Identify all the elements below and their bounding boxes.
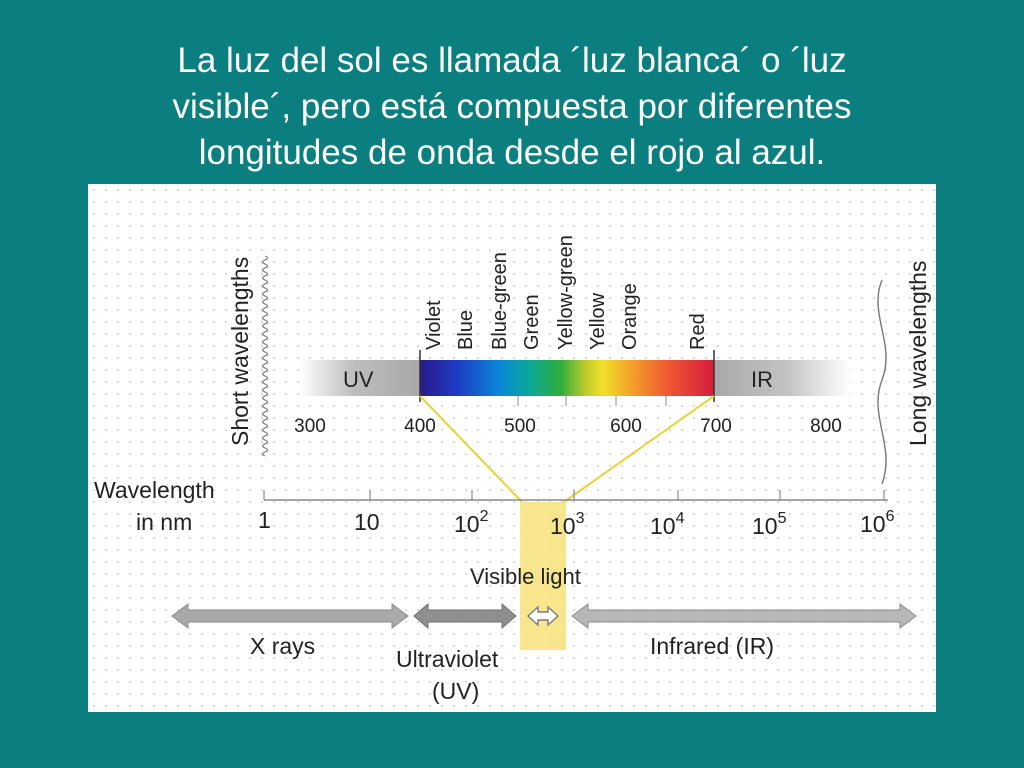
- title-line-2: visible´, pero está compuesta por difere…: [172, 87, 852, 126]
- tick-300: 300: [294, 416, 326, 437]
- long-wavelengths-label: Long wavelengths: [905, 261, 931, 446]
- axis-ticks: [263, 490, 885, 500]
- tick-500: 500: [504, 416, 536, 437]
- visible-spectrum-band: [420, 360, 714, 396]
- uv-arrow: [413, 602, 517, 630]
- color-label-yellow-green: Yellow-green: [555, 235, 577, 350]
- long-wave-squiggle: [877, 279, 887, 485]
- visible-scale-labels: 300 400 500 600 700 800: [294, 416, 842, 437]
- tick-800: 800: [810, 416, 842, 437]
- spectrum-diagram: Short wavelengths Long wavelengths Viole…: [94, 235, 931, 704]
- spectrum-figure: Short wavelengths Long wavelengths Viole…: [88, 184, 936, 712]
- ir-arrow: [571, 603, 917, 629]
- log-tick-10-5: 105: [752, 510, 787, 539]
- visible-light-column: [520, 502, 566, 650]
- color-label-blue-green: Blue-green: [489, 252, 511, 350]
- tick-400: 400: [404, 416, 436, 437]
- log-tick-1: 1: [258, 507, 271, 533]
- color-labels: Violet Blue Blue-green Green Yellow-gree…: [423, 235, 709, 350]
- visible-arrow: [526, 605, 560, 627]
- axis-title-line-1: Wavelength: [94, 477, 215, 503]
- infrared-label: Infrared (IR): [650, 633, 774, 659]
- title-line-1: La luz del sol es llamada ´luz blanca´ o…: [177, 41, 847, 80]
- log-tick-10-6: 106: [860, 508, 895, 537]
- ir-band-label: IR: [751, 367, 773, 392]
- slide-title: La luz del sol es llamada ´luz blanca´ o…: [60, 38, 964, 176]
- color-label-violet: Violet: [423, 300, 445, 350]
- ultraviolet-label-line-2: (UV): [432, 678, 479, 704]
- log-tick-10-2: 102: [454, 508, 489, 537]
- ir-band: [714, 360, 850, 396]
- xrays-label: X rays: [250, 633, 315, 659]
- ultraviolet-label-line-1: Ultraviolet: [396, 646, 499, 672]
- log-tick-10: 10: [354, 509, 380, 535]
- short-wavelengths-label: Short wavelengths: [227, 257, 253, 446]
- visible-scale-ticks: [517, 396, 667, 406]
- color-label-red: Red: [687, 313, 709, 350]
- log-tick-labels: 1 10 102 103 104 105 106: [258, 507, 895, 539]
- log-tick-10-3: 103: [550, 510, 585, 539]
- color-label-green: Green: [521, 294, 543, 350]
- title-line-3: longitudes de onda desde el rojo al azul…: [198, 133, 826, 172]
- log-tick-10-4: 104: [650, 510, 685, 539]
- color-label-blue: Blue: [455, 310, 477, 350]
- funnel-line-left: [419, 395, 523, 503]
- axis-title-line-2: in nm: [136, 509, 192, 535]
- color-label-yellow: Yellow: [587, 292, 609, 350]
- uv-band: [300, 360, 420, 396]
- xray-arrow: [171, 603, 409, 629]
- tick-700: 700: [700, 416, 732, 437]
- tick-600: 600: [610, 416, 642, 437]
- uv-band-label: UV: [343, 367, 374, 392]
- funnel-line-right: [563, 395, 715, 503]
- short-wave-squiggle: [261, 255, 269, 457]
- color-label-orange: Orange: [619, 283, 641, 350]
- visible-light-label: Visible light: [470, 564, 581, 589]
